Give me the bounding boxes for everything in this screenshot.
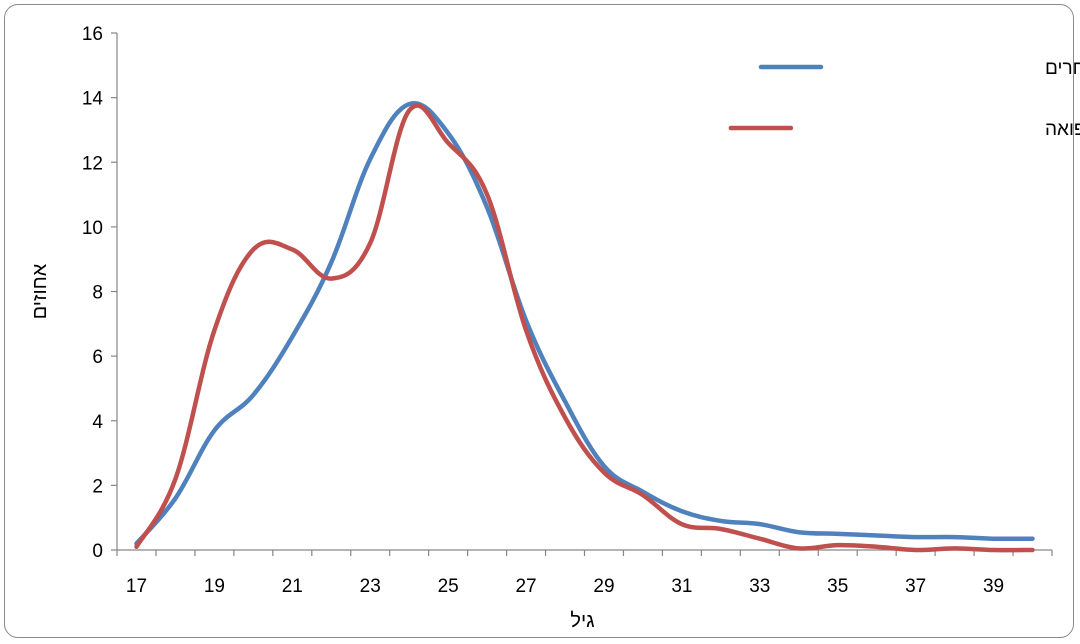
- x-ticks: 17 19 21 23 25 27 29 31 33 35 37 39: [117, 550, 1052, 597]
- x-tick-label: 21: [282, 576, 303, 597]
- x-tick-label: 35: [827, 576, 848, 597]
- legend-label: סטודנטים לתואר ראשון ברפואה: [1045, 119, 1080, 140]
- legend-item-2: סטודנטים לתואר ראשון ברפואה: [731, 119, 1080, 140]
- axes: [117, 33, 1052, 550]
- x-tick-label: 39: [983, 576, 1004, 597]
- y-tick-label: 14: [82, 89, 104, 110]
- x-tick-label: 29: [593, 576, 614, 597]
- legend-item-1: סטודנטים במקצועות אחרים: [761, 58, 1080, 79]
- x-tick-label: 19: [204, 576, 225, 597]
- x-tick-label: 23: [360, 576, 381, 597]
- y-tick-label: 0: [92, 541, 103, 562]
- y-axis-title: אחוזים: [29, 263, 51, 319]
- y-tick-label: 6: [92, 347, 103, 368]
- y-tick-label: 8: [92, 283, 103, 304]
- legend: סטודנטים במקצועות אחרים סטודנטים לתואר רא…: [731, 58, 1080, 140]
- x-tick-label: 27: [515, 576, 536, 597]
- y-ticks: 0 2 4 6 8 10 12 14 16: [82, 24, 117, 562]
- x-tick-label: 33: [749, 576, 770, 597]
- y-tick-label: 16: [82, 24, 103, 45]
- series-line-2: [136, 106, 1032, 551]
- y-tick-label: 2: [92, 476, 103, 497]
- legend-label: סטודנטים במקצועות אחרים: [1045, 58, 1080, 79]
- x-tick-label: 25: [438, 576, 459, 597]
- y-tick-label: 10: [82, 218, 103, 239]
- x-tick-label: 17: [126, 576, 147, 597]
- x-axis-title: גיל: [570, 610, 594, 632]
- y-tick-label: 12: [82, 153, 103, 174]
- y-tick-label: 4: [92, 412, 103, 433]
- series-line-1: [136, 103, 1032, 543]
- series-layer: [136, 103, 1032, 550]
- x-tick-label: 37: [905, 576, 926, 597]
- x-tick-label: 31: [671, 576, 692, 597]
